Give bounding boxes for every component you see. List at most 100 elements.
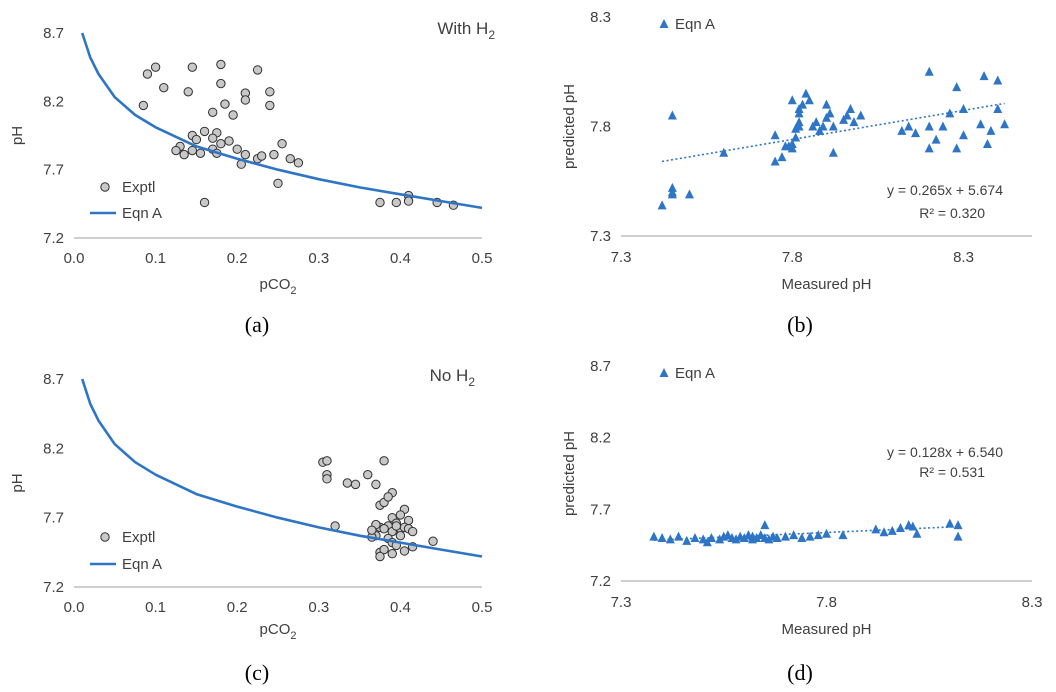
caption-d: (d) bbox=[787, 660, 813, 685]
eqn-a-point bbox=[871, 524, 881, 534]
exptl-point bbox=[252, 65, 263, 75]
x-tick-label: 0.5 bbox=[472, 250, 493, 267]
y-axis-label: pH bbox=[9, 126, 26, 145]
y-tick-label: 8.2 bbox=[590, 430, 611, 447]
exptl-point bbox=[159, 82, 169, 93]
eqn-a-point bbox=[828, 147, 838, 157]
x-tick-label: 0.3 bbox=[308, 250, 329, 267]
eqn-a-point bbox=[952, 143, 962, 153]
x-tick-label: 0.0 bbox=[64, 250, 85, 267]
exptl-point bbox=[224, 136, 234, 146]
eqn-a-point bbox=[682, 535, 692, 545]
legend-exptl-label: Exptl bbox=[122, 529, 155, 546]
exptl-point bbox=[138, 100, 149, 111]
exptl-point bbox=[379, 456, 389, 466]
y-axis-label: pH bbox=[9, 473, 26, 492]
panel-b-chart: 7.3 7.8 8.3 7.3 7.8 8.3 Measured pH predicted p… bbox=[561, 9, 1032, 293]
caption-a: (a) bbox=[245, 312, 269, 337]
exptl-point bbox=[371, 479, 381, 490]
eqn-a-point bbox=[924, 143, 934, 153]
eqn-a-point bbox=[797, 533, 807, 542]
exptl-point bbox=[322, 474, 332, 484]
eqn-a-point bbox=[760, 520, 770, 530]
eqn-a-point bbox=[801, 88, 811, 98]
y-axis-label: predicted pH bbox=[561, 431, 578, 516]
x-tick-label: 0.3 bbox=[308, 599, 329, 616]
eqn-a-curve bbox=[80, 378, 483, 558]
eqn-a-point bbox=[912, 528, 922, 538]
x-tick-label: 8.3 bbox=[1022, 594, 1043, 611]
y-tick-label: 7.2 bbox=[43, 579, 64, 596]
exptl-point bbox=[350, 479, 361, 490]
exptl-point bbox=[232, 144, 242, 154]
r-squared: R² = 0.531 bbox=[919, 464, 985, 480]
exptl-point bbox=[191, 134, 202, 145]
exptl-point bbox=[363, 469, 373, 480]
exptl-point bbox=[150, 62, 161, 72]
exptl-point bbox=[395, 510, 406, 520]
r-squared: R² = 0.320 bbox=[919, 205, 985, 221]
y-tick-label: 8.7 bbox=[43, 25, 64, 42]
exptl-point bbox=[228, 110, 238, 120]
exptl-point bbox=[183, 87, 193, 97]
eqn-a-point bbox=[924, 66, 934, 76]
eqn-a-point bbox=[849, 117, 859, 127]
x-tick-label: 7.8 bbox=[782, 249, 803, 266]
exptl-point bbox=[391, 521, 402, 531]
exptl-point bbox=[240, 95, 251, 105]
y-tick-label: 7.2 bbox=[43, 230, 64, 247]
x-tick-label: 7.3 bbox=[611, 594, 632, 611]
exptl-point bbox=[216, 139, 226, 149]
exptl-point bbox=[273, 178, 283, 189]
exptl-point bbox=[208, 107, 218, 117]
eqn-a-point bbox=[772, 533, 782, 542]
x-axis-label: Measured pH bbox=[781, 276, 871, 293]
x-axis-label: pCO2 bbox=[260, 276, 297, 297]
eqn-a-point bbox=[842, 110, 852, 120]
exptl-point bbox=[269, 149, 279, 160]
exptl-point bbox=[383, 492, 393, 502]
x-tick-label: 7.8 bbox=[816, 594, 837, 611]
eqn-a-point bbox=[993, 103, 1003, 113]
exptl-point bbox=[208, 133, 218, 143]
eqn-a-point bbox=[838, 530, 848, 540]
eqn-a-point bbox=[897, 125, 907, 135]
exptl-point bbox=[391, 197, 402, 208]
exptl-point bbox=[403, 196, 414, 206]
eqn-a-point bbox=[953, 520, 963, 530]
legend-exptl-label: Exptl bbox=[122, 179, 155, 196]
eqn-a-point bbox=[845, 103, 855, 113]
exptl-point bbox=[293, 158, 304, 168]
eqn-a-point bbox=[822, 99, 831, 109]
legend-eqn-a-marker bbox=[659, 19, 669, 28]
trendline-equation: y = 0.265x + 5.674 bbox=[887, 182, 1003, 198]
eqn-a-point bbox=[879, 527, 889, 537]
x-tick-label: 0.0 bbox=[64, 599, 85, 616]
exptl-point bbox=[375, 197, 385, 208]
eqn-a-point bbox=[856, 110, 866, 120]
exptl-point bbox=[428, 536, 438, 546]
eqn-a-point bbox=[787, 143, 797, 153]
legend-eqn-a-label: Eqn A bbox=[675, 16, 715, 33]
exptl-point bbox=[216, 59, 226, 70]
legend-exptl-marker bbox=[100, 182, 110, 192]
y-tick-label: 8.2 bbox=[43, 93, 64, 110]
chart-title: No H2 bbox=[430, 366, 476, 389]
eqn-a-curve bbox=[80, 32, 483, 210]
eqn-a-point bbox=[818, 121, 828, 131]
x-tick-label: 0.4 bbox=[390, 250, 411, 267]
eqn-a-point bbox=[798, 99, 808, 109]
exptl-point bbox=[199, 197, 210, 208]
trendline bbox=[661, 102, 1005, 163]
eqn-a-point bbox=[979, 71, 989, 81]
eqn-a-point bbox=[904, 121, 914, 131]
exptl-point bbox=[220, 99, 230, 109]
exptl-point bbox=[179, 149, 189, 160]
y-tick-label: 8.7 bbox=[43, 371, 64, 388]
y-axis-label: predicted pH bbox=[561, 84, 578, 169]
exptl-point bbox=[379, 524, 389, 534]
eqn-a-point bbox=[787, 95, 797, 105]
y-tick-label: 7.3 bbox=[590, 228, 611, 245]
y-tick-label: 8.3 bbox=[590, 9, 611, 26]
